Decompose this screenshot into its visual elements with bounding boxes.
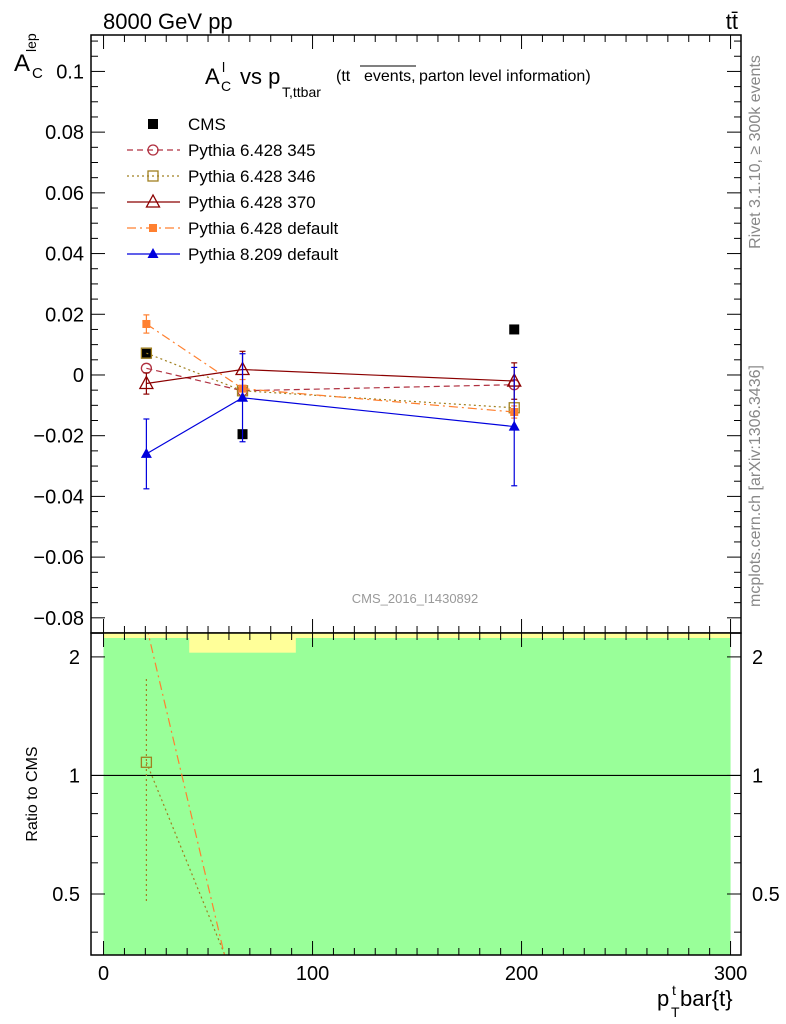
ratio-data	[91, 633, 741, 955]
ratio-panel: 0 100 200 300 0.5 0.5 1 1 2 2 Ratio to CMS p t T …	[24, 632, 780, 1020]
main-y-tick-labels: −0.08 −0.06 −0.04 −0.02 0 0.02 0.04 0.06 0.08 0.1	[33, 61, 84, 629]
band-ratio_green	[103, 633, 731, 955]
title-note-over: events,	[364, 68, 416, 85]
xlabel-sup: t	[672, 982, 676, 998]
ratio-y-tick-label-left: 1	[69, 765, 80, 787]
y-tick-label: −0.04	[33, 486, 84, 508]
legend-label-p6def: Pythia 6.428 default	[188, 219, 339, 238]
data-point-cms	[509, 324, 520, 335]
series-line-p6def	[146, 323, 515, 413]
series-p345	[140, 362, 520, 397]
ratio-y-axis-label: Ratio to CMS	[24, 746, 41, 841]
ratio-y-tick-label-right: 0.5	[752, 884, 780, 906]
ylabel-main: A	[14, 50, 30, 77]
data-point-p6def	[142, 319, 151, 328]
data-point-p370	[138, 375, 154, 390]
y-tick-label: 0.1	[56, 61, 84, 83]
ratio-tick-labels: 0 100 200 300 0.5 0.5 1 1 2 2	[52, 647, 780, 985]
energy-label: 8000 GeV pp	[103, 9, 233, 34]
y-tick-label: 0.04	[45, 244, 84, 266]
legend-entry-p8def: Pythia 8.209 default	[127, 245, 339, 264]
ratio-y-tick-label-right: 1	[752, 765, 763, 787]
y-tick-label: −0.06	[33, 547, 84, 569]
legend-entry-cms: CMS	[148, 115, 226, 134]
rivet-label: Rivet 3.1.10, ≥ 300k events	[747, 55, 764, 249]
legend-label-p346: Pythia 6.428 346	[188, 167, 316, 186]
series-line-p8def	[146, 397, 515, 455]
ratio-y-tick-label-left: 2	[69, 647, 80, 669]
ratio-line-p6def	[147, 633, 226, 955]
title-a-sup: l	[222, 59, 225, 75]
series-p8def	[140, 353, 520, 490]
title-p-sub: T,ttbar	[282, 84, 321, 100]
data-point-p8def	[508, 420, 520, 431]
series-line-p370	[146, 368, 515, 385]
process-label: tt̄	[726, 9, 738, 34]
ratio-y-tick-label-right: 2	[752, 647, 763, 669]
ratio-series-p6def	[147, 633, 226, 955]
main-data	[138, 314, 522, 490]
legend-marker-p346	[147, 170, 159, 182]
x-tick-label: 100	[296, 963, 329, 985]
legend-label-p370: Pythia 6.428 370	[188, 193, 316, 212]
xlabel-rest: bar{t}	[680, 986, 733, 1011]
title-vs: vs p	[240, 64, 280, 89]
y-tick-label: −0.02	[33, 426, 84, 448]
legend-marker-p8def	[147, 248, 159, 258]
x-axis-label: p t T bar{t}	[657, 982, 733, 1020]
plot-title: A l C vs p T,ttbar (tt events, parton le…	[205, 59, 591, 100]
legend-marker-p6def	[149, 224, 157, 232]
main-y-axis-label: A lep C	[14, 33, 43, 82]
ratio-frame	[90, 632, 742, 956]
legend-label-p345: Pythia 6.428 345	[188, 141, 316, 160]
legend-marker-cms	[148, 119, 158, 129]
title-note-post: parton level information)	[419, 68, 591, 85]
source-label: mcplots.cern.ch [arXiv:1306.3436]	[747, 365, 764, 607]
y-tick-label: 0	[73, 365, 84, 387]
title-a: A	[205, 64, 220, 89]
title-a-sub: C	[221, 78, 231, 94]
ratio-bands	[103, 633, 731, 955]
ylabel-sup: lep	[23, 33, 39, 52]
data-point-p346	[140, 347, 153, 359]
legend-entry-p370: Pythia 6.428 370	[127, 193, 316, 212]
series-line-p346	[146, 352, 515, 409]
title-note-pre: (tt	[336, 68, 351, 85]
legend-label-p8def: Pythia 8.209 default	[188, 245, 339, 264]
legend-marker-p345	[147, 144, 159, 156]
main-panel: −0.08 −0.06 −0.04 −0.02 0 0.02 0.04 0.06 0.08 0.1…	[14, 33, 742, 634]
data-point-p8def	[237, 391, 249, 402]
analysis-watermark: CMS_2016_I1430892	[352, 591, 479, 606]
x-tick-label: 0	[98, 963, 109, 985]
data-point-p8def	[140, 447, 152, 458]
x-tick-label: 300	[714, 963, 747, 985]
series-p6def	[142, 314, 519, 419]
xlabel-main: p	[657, 986, 669, 1011]
legend-label-cms: CMS	[188, 115, 226, 134]
series-cms	[141, 324, 520, 440]
legend-marker-p370	[145, 193, 161, 208]
ratio-point-p346	[140, 756, 153, 768]
ratio-axis-ticks	[91, 633, 741, 955]
ylabel-sub: C	[32, 65, 43, 82]
legend-entry-p6def: Pythia 6.428 default	[127, 219, 339, 238]
xlabel-sub: T	[671, 1004, 680, 1020]
ratio-series-p346	[140, 676, 226, 955]
y-tick-label: 0.02	[45, 304, 84, 326]
y-tick-label: 0.06	[45, 183, 84, 205]
ratio-line-p346	[145, 762, 226, 955]
x-tick-label: 200	[505, 963, 538, 985]
series-line-p345	[146, 367, 515, 392]
legend-entry-p346: Pythia 6.428 346	[127, 167, 316, 186]
legend-entry-p345: Pythia 6.428 345	[127, 141, 316, 160]
y-tick-label: −0.08	[33, 608, 84, 630]
legend: CMS Pythia 6.428 345 Pythia 6.428 346 Pythi…	[127, 115, 339, 264]
ratio-y-tick-label-left: 0.5	[52, 884, 80, 906]
y-tick-label: 0.08	[45, 122, 84, 144]
